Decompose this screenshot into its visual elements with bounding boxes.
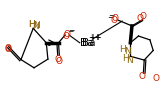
Text: O: O [5, 45, 12, 54]
Text: H: H [122, 54, 129, 63]
Text: O: O [62, 31, 69, 40]
Text: O: O [55, 57, 62, 66]
Text: O: O [139, 72, 146, 81]
Text: −: − [108, 11, 114, 20]
Text: Ba: Ba [82, 38, 95, 48]
Text: −: − [107, 13, 113, 22]
Text: O: O [140, 12, 147, 21]
Text: ++: ++ [90, 33, 102, 42]
Text: O: O [5, 44, 12, 53]
Text: −: − [68, 27, 74, 36]
Text: Ba: Ba [80, 38, 93, 48]
Text: O: O [64, 30, 71, 39]
Text: N: N [124, 47, 130, 56]
Text: H: H [28, 20, 35, 30]
Text: N: N [126, 56, 133, 65]
Text: −: − [68, 26, 74, 35]
Text: O: O [54, 55, 61, 64]
Text: O: O [111, 16, 118, 25]
Text: O: O [137, 14, 144, 23]
Text: H: H [28, 20, 35, 29]
Text: N: N [33, 21, 40, 30]
Text: N: N [32, 22, 39, 31]
Text: O: O [112, 14, 119, 23]
Text: O: O [152, 74, 159, 83]
Text: H: H [120, 45, 126, 54]
Text: ++: ++ [88, 33, 100, 42]
